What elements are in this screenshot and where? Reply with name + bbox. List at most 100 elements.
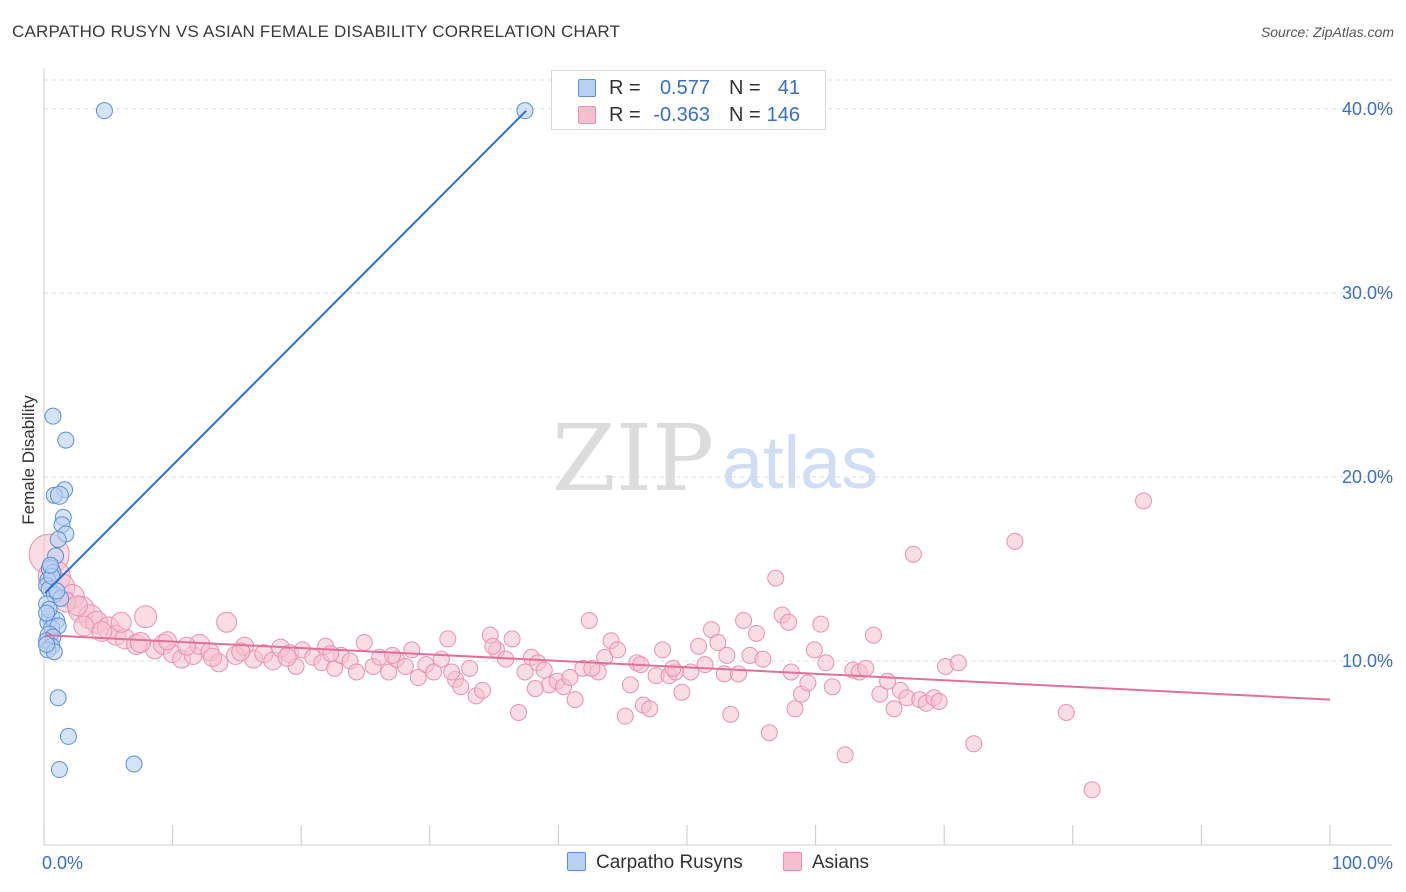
asians-point: [641, 700, 659, 718]
bottom-legend-asians: Asians: [783, 852, 869, 874]
asians-point: [66, 595, 88, 617]
asians-point: [461, 659, 479, 677]
asians-point: [110, 611, 132, 633]
asians-point: [904, 545, 922, 563]
asians-trendline: [45, 634, 1331, 701]
asians-point: [747, 624, 765, 642]
x-tick-label-max: 100.0%: [1332, 853, 1393, 873]
bottom-legend-swatch-blue: [567, 852, 586, 871]
bottom-legend-label: Carpatho Rusyns: [596, 852, 743, 873]
asians-point: [1135, 492, 1153, 510]
y-tick-label: 40.0%: [1342, 99, 1393, 119]
carpatho-rusyns-point: [49, 485, 69, 505]
watermark: ZIP atlas: [552, 405, 878, 512]
y-axis-label: Female Disability: [19, 395, 38, 525]
asians-point: [696, 656, 714, 674]
carpatho-rusyns-point: [59, 727, 77, 745]
asians-point: [561, 669, 579, 687]
asians-points: [28, 492, 1153, 799]
asians-point: [322, 645, 340, 663]
watermark-zip: ZIP: [552, 405, 714, 512]
asians-point: [443, 663, 461, 681]
asians-point: [503, 630, 521, 648]
asians-point: [403, 641, 421, 659]
asians-point: [836, 746, 854, 764]
asians-point: [355, 634, 373, 652]
asians-point: [409, 669, 427, 687]
asians-point: [510, 703, 528, 721]
x-tick-label-min: 0.0%: [42, 853, 83, 873]
carpatho-rusyns-point: [49, 689, 67, 707]
asians-point: [709, 634, 727, 652]
asians-point: [949, 654, 967, 672]
asians-point: [231, 642, 251, 662]
carpatho-rusyns-point: [95, 102, 113, 120]
source-label: Source: ZipAtlas.com: [1260, 24, 1394, 40]
legend-n-label: N =: [729, 104, 761, 126]
legend-row-carpatho-rusyns: R = 0.577 N = 41: [552, 75, 825, 101]
asians-point: [799, 674, 817, 692]
asians-point: [439, 630, 457, 648]
asians-point: [690, 637, 708, 655]
bottom-legend-label: Asians: [812, 852, 870, 873]
carpatho-rusyns-point: [57, 431, 75, 449]
asians-point: [664, 659, 682, 677]
carpatho-rusyns-point: [125, 755, 143, 773]
asians-point: [216, 611, 238, 633]
tick-labels: 10.0% 20.0% 30.0% 40.0% 0.0% 100.0%: [42, 99, 1393, 873]
asians-point: [432, 650, 450, 668]
asians-point: [580, 611, 598, 629]
asians-point: [425, 663, 443, 681]
asians-point: [767, 569, 785, 587]
asians-point: [621, 676, 639, 694]
carpatho-rusyns-point: [50, 761, 68, 779]
bottom-legend-swatch-pink: [783, 852, 802, 871]
asians-point: [654, 641, 672, 659]
carpatho-rusyns-point: [44, 407, 62, 425]
asians-point: [754, 650, 772, 668]
asians-point: [930, 692, 948, 710]
asians-point: [91, 621, 113, 643]
asians-point: [566, 691, 584, 709]
carpatho-rusyns-point: [38, 604, 56, 622]
legend-swatch-blue: [578, 79, 596, 97]
y-tick-label: 20.0%: [1342, 467, 1393, 487]
legend-n-label: N =: [729, 77, 761, 99]
asians-point: [277, 647, 297, 667]
asians-point: [583, 659, 601, 677]
asians-point: [871, 685, 889, 703]
asians-point: [73, 615, 95, 637]
carpatho-rusyns-points: [38, 102, 534, 779]
asians-point: [596, 648, 614, 666]
watermark-atlas: atlas: [722, 421, 878, 504]
asians-point: [535, 661, 553, 679]
asians-point: [786, 700, 804, 718]
trendlines: [44, 109, 1331, 701]
asians-point: [177, 636, 197, 656]
y-tick-label: 30.0%: [1342, 283, 1393, 303]
asians-point: [516, 663, 534, 681]
asians-point: [526, 680, 544, 698]
asians-point: [823, 678, 841, 696]
asians-point: [484, 637, 502, 655]
asians-point: [452, 678, 470, 696]
chart-title: CARPATHO RUSYN VS ASIAN FEMALE DISABILIT…: [12, 22, 621, 41]
carpatho-rusyns-point: [49, 530, 67, 548]
bottom-legend-carpatho-rusyns: Carpatho Rusyns: [567, 852, 743, 874]
legend-r-value: -0.363: [653, 104, 710, 126]
asians-point: [396, 657, 414, 675]
asians-point: [864, 626, 882, 644]
legend-n-value: 41: [777, 77, 800, 99]
asians-point: [609, 641, 627, 659]
asians-point: [718, 646, 736, 664]
asians-point: [805, 641, 823, 659]
asians-point: [1006, 532, 1024, 550]
legend-r-label: R =: [609, 77, 641, 99]
legend-r-value: 0.577: [659, 77, 710, 99]
asians-point: [134, 605, 158, 629]
asians-point: [384, 646, 402, 664]
y-tick-label: 10.0%: [1342, 651, 1393, 671]
asians-point: [1083, 781, 1101, 799]
asians-point: [380, 663, 398, 681]
